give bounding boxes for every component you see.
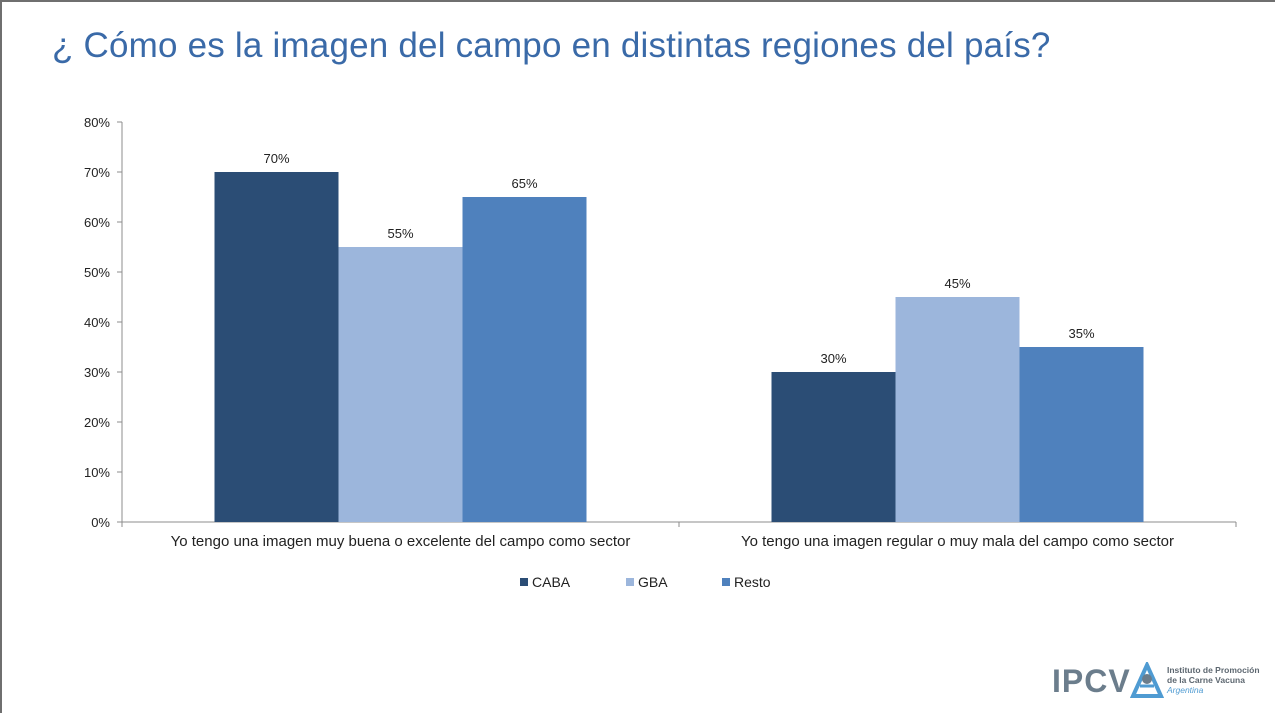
legend-label: Resto [734,574,771,590]
legend-item-caba: CABA [520,574,570,590]
logo-line-2: de la Carne Vacuna [1167,675,1245,685]
frame-top-border [0,0,1275,2]
data-label: 70% [263,151,289,166]
x-category-label: Yo tengo una imagen regular o muy mala d… [741,533,1174,550]
y-tick-label: 10% [84,465,110,480]
legend-item-resto: Resto [722,574,771,590]
bar-caba [214,172,339,522]
y-tick-label: 50% [84,265,110,280]
y-tick-label: 20% [84,415,110,430]
bar-gba [895,297,1020,522]
data-label: 55% [387,226,413,241]
bar-caba [771,372,896,522]
y-tick-label: 60% [84,215,110,230]
y-tick-label: 70% [84,165,110,180]
legend-label: GBA [638,574,668,590]
logo-a-icon [1130,662,1164,698]
data-label: 30% [820,351,846,366]
bar-resto [462,197,587,522]
y-tick-label: 30% [84,365,110,380]
legend-swatch [722,578,730,586]
chart-legend: CABA GBA Resto [0,574,1275,596]
y-tick-label: 80% [84,115,110,130]
page-title: ¿ Cómo es la imagen del campo en distint… [52,26,1051,65]
legend-swatch [520,578,528,586]
logo-text: Instituto de Promoción de la Carne Vacun… [1167,665,1260,695]
y-tick-label: 0% [91,515,110,530]
legend-item-gba: GBA [626,574,668,590]
logo-mark: IPCV [1052,663,1131,699]
logo-line-3: Argentina [1167,685,1204,695]
x-category-label: Yo tengo una imagen muy buena o excelent… [171,533,631,550]
data-label: 65% [511,176,537,191]
bar-gba [338,247,463,522]
legend-label: CABA [532,574,571,590]
bar-resto [1019,347,1144,522]
logo-line-1: Instituto de Promoción [1167,665,1260,675]
y-tick-label: 40% [84,315,110,330]
ipcva-logo: IPCV Instituto de Promoción de la Carne … [1052,660,1264,702]
frame-left-border [0,0,2,713]
data-label: 35% [1068,326,1094,341]
data-label: 45% [944,276,970,291]
legend-swatch [626,578,634,586]
